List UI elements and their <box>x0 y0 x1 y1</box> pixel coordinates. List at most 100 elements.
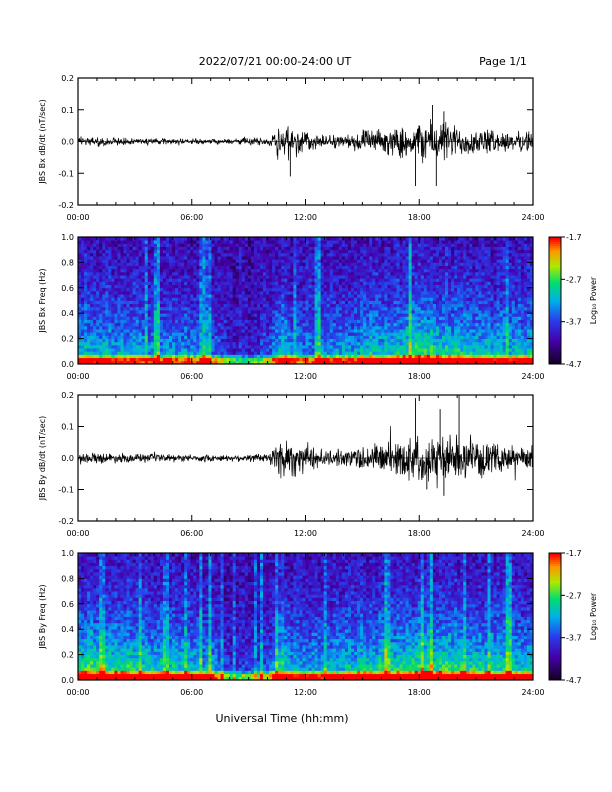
spectrogram-cell <box>187 249 191 254</box>
spectrogram-cell <box>187 240 191 244</box>
spectrogram-cell <box>208 281 212 286</box>
spectrogram-cell <box>396 240 400 244</box>
spectrogram-cell <box>414 348 419 352</box>
spectrogram-cell <box>220 329 224 333</box>
spectrogram-cell <box>256 252 261 257</box>
spectrogram-cell <box>111 322 115 327</box>
spectrogram-cell <box>287 300 291 305</box>
spectrogram-cell <box>238 351 243 355</box>
spectrogram-cell <box>326 240 331 244</box>
spectrogram-cell <box>84 322 88 327</box>
spectrogram-cell <box>229 281 234 286</box>
spectrogram-cell <box>120 306 124 311</box>
spectrogram-cell <box>196 271 200 276</box>
spectrogram-cell <box>114 262 118 266</box>
spectrogram-cell <box>369 354 373 359</box>
spectrogram-cell <box>117 243 121 247</box>
spectrogram-cell <box>290 344 294 349</box>
spectrogram-cell <box>290 332 294 336</box>
spectrogram-cell <box>354 322 358 327</box>
spectrogram-cell <box>81 335 85 339</box>
spectrogram-cell <box>232 351 237 355</box>
spectrogram-cell <box>308 240 312 244</box>
spectrogram-cell <box>214 319 218 324</box>
spectrogram-cell <box>272 256 276 260</box>
spectrogram-cell <box>384 259 388 263</box>
spectrogram-cell <box>105 262 109 266</box>
spectrogram-cell <box>323 357 328 362</box>
spectrogram-cell <box>229 338 234 343</box>
spectrogram-cell <box>223 262 228 266</box>
spectrogram-cell <box>402 300 406 305</box>
spectrogram-cell <box>360 344 364 349</box>
spectrogram-cell <box>402 360 406 365</box>
spectrogram-cell <box>187 268 191 273</box>
spectrogram-cell <box>93 316 97 320</box>
spectrogram-cell <box>335 316 340 320</box>
spectrogram-cell <box>435 357 440 362</box>
spectrogram-cell <box>205 284 209 289</box>
spectrogram-cell <box>299 256 303 260</box>
spectrogram-cell <box>408 240 413 244</box>
spectrogram-cell <box>408 278 413 282</box>
spectrogram-cell <box>135 275 140 279</box>
spectrogram-cell <box>84 360 88 365</box>
spectrogram-cell <box>357 284 361 289</box>
spectrogram-cell <box>305 237 309 241</box>
spectrogram-cell <box>99 281 103 286</box>
spectrogram-cell <box>111 357 115 362</box>
spectrogram-cell <box>344 319 349 324</box>
spectrogram-cell <box>84 246 88 251</box>
spectrogram-cell <box>238 284 243 289</box>
spectrogram-cell <box>244 344 249 349</box>
spectrogram-cell <box>190 338 194 343</box>
spectrogram-cell <box>275 297 279 301</box>
spectrogram-cell <box>360 329 364 333</box>
spectrogram-cell <box>351 357 355 362</box>
spectrogram-cell <box>205 246 209 251</box>
spectrogram-cell <box>150 351 155 355</box>
spectrogram-cell <box>426 249 431 254</box>
spectrogram-cell <box>287 262 291 266</box>
spectrogram-cell <box>244 265 249 270</box>
spectrogram-cell <box>214 313 218 317</box>
spectrogram-cell <box>105 265 109 270</box>
spectrogram-cell <box>93 252 97 257</box>
spectrogram-cell <box>135 338 140 343</box>
spectrogram-cell <box>226 243 231 247</box>
spectrogram-cell <box>448 357 452 362</box>
spectrogram-cell <box>202 262 206 266</box>
spectrogram-cell <box>375 303 379 308</box>
spectrogram-cell <box>181 360 185 365</box>
spectrogram-cell <box>420 335 425 339</box>
spectrogram-cell <box>290 310 294 314</box>
spectrogram-cell <box>159 281 164 286</box>
spectrogram-cell <box>351 319 355 324</box>
spectrogram-cell <box>238 310 243 314</box>
spectrogram-cell <box>232 316 237 320</box>
spectrogram-cell <box>272 354 276 359</box>
spectrogram-cell <box>108 265 112 270</box>
spectrogram-cell <box>238 259 243 263</box>
spectrogram-cell <box>196 341 200 346</box>
spectrogram-cell <box>184 338 188 343</box>
spectrogram-cell <box>135 265 140 270</box>
spectrogram-cell <box>402 246 406 251</box>
spectrogram-cell <box>129 332 133 336</box>
spectrogram-cell <box>129 322 133 327</box>
spectrogram-cell <box>372 332 376 336</box>
spectrogram-cell <box>147 284 152 289</box>
spectrogram-cell <box>275 310 279 314</box>
spectrogram-cell <box>408 259 413 263</box>
spectrogram-cell <box>290 306 294 311</box>
spectrogram-cell <box>99 275 103 279</box>
spectrogram-cell <box>108 294 112 298</box>
spectrogram-cell <box>220 271 224 276</box>
spectrogram-cell <box>363 344 367 349</box>
spectrogram-cell <box>199 319 203 324</box>
spectrogram-cell <box>150 322 155 327</box>
spectrogram-cell <box>229 297 234 301</box>
spectrogram-cell <box>329 237 334 241</box>
spectrogram-cell <box>96 265 100 270</box>
spectrogram-cell <box>99 294 103 298</box>
